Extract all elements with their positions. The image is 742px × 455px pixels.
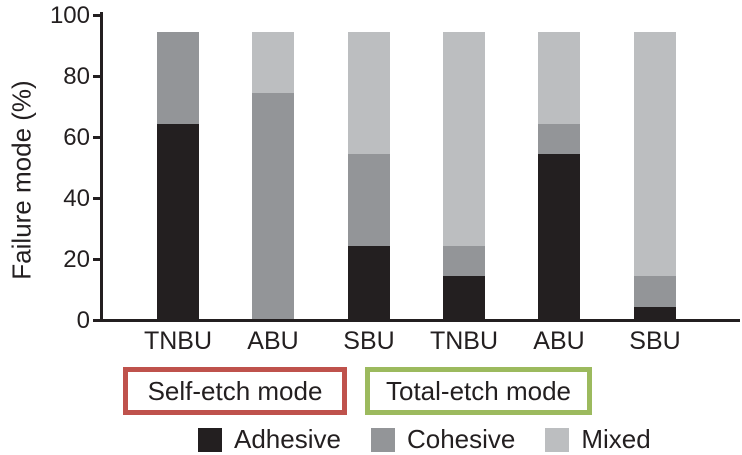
y-tick-mark-40 xyxy=(93,197,101,200)
legend-label-cohesive: Cohesive xyxy=(406,424,516,454)
y-tick-mark-60 xyxy=(93,136,101,139)
group-box-self-etch-mode: Self-etch mode xyxy=(123,367,347,415)
bar-6-segment-mixed xyxy=(634,32,676,277)
group-box-total-etch-mode: Total-etch mode xyxy=(365,367,592,415)
x-axis-line xyxy=(100,319,740,322)
legend-label-adhesive: Adhesive xyxy=(234,424,341,454)
legend-label-mixed: Mixed xyxy=(581,424,651,454)
bar-2-segment-mixed xyxy=(252,32,294,94)
bar-6-segment-cohesive xyxy=(634,276,676,307)
x-category-label-3: SBU xyxy=(343,327,395,355)
group-label-self-etch: Self-etch mode xyxy=(147,375,323,406)
bar-3-segment-adhesive xyxy=(348,245,390,319)
y-tick-mark-20 xyxy=(93,258,101,261)
legend-entry-adhesive: Adhesive xyxy=(198,424,341,454)
legend-entry-cohesive: Cohesive xyxy=(370,424,516,454)
bar-1-segment-cohesive xyxy=(157,32,199,124)
y-tick-label-40: 40 xyxy=(63,184,90,212)
bar-3-segment-mixed xyxy=(348,32,390,155)
y-tick-mark-0 xyxy=(93,319,101,322)
bar-4-segment-adhesive xyxy=(443,276,485,319)
y-tick-label-80: 80 xyxy=(63,62,90,90)
legend-swatch-adhesive xyxy=(198,427,222,452)
y-tick-mark-80 xyxy=(93,75,101,78)
x-category-label-6: SBU xyxy=(629,327,681,355)
y-tick-label-0: 0 xyxy=(76,306,90,334)
y-tick-mark-100 xyxy=(93,14,101,17)
bar-5-segment-adhesive xyxy=(538,154,580,319)
legend: Adhesive Cohesive Mixed xyxy=(198,424,681,454)
x-category-label-5: ABU xyxy=(533,327,585,355)
bar-1-segment-adhesive xyxy=(157,123,199,319)
group-label-total-etch: Total-etch mode xyxy=(386,375,571,406)
x-category-label-4: TNBU xyxy=(429,327,499,355)
y-axis-line xyxy=(100,12,103,322)
legend-entry-mixed: Mixed xyxy=(545,424,651,454)
bar-5-segment-mixed xyxy=(538,32,580,124)
x-category-label-2: ABU xyxy=(247,327,299,355)
bar-6-segment-adhesive xyxy=(634,306,676,319)
bar-4-segment-mixed xyxy=(443,32,485,246)
legend-swatch-cohesive xyxy=(370,427,395,452)
bar-2-segment-cohesive xyxy=(252,93,294,319)
y-tick-label-60: 60 xyxy=(63,123,90,151)
bar-4-segment-cohesive xyxy=(443,245,485,277)
legend-swatch-mixed xyxy=(545,427,570,452)
bar-3-segment-cohesive xyxy=(348,154,390,246)
y-tick-label-100: 100 xyxy=(49,1,90,29)
bar-5-segment-cohesive xyxy=(538,123,580,155)
y-tick-label-20: 20 xyxy=(63,245,90,273)
x-category-label-1: TNBU xyxy=(143,327,213,355)
